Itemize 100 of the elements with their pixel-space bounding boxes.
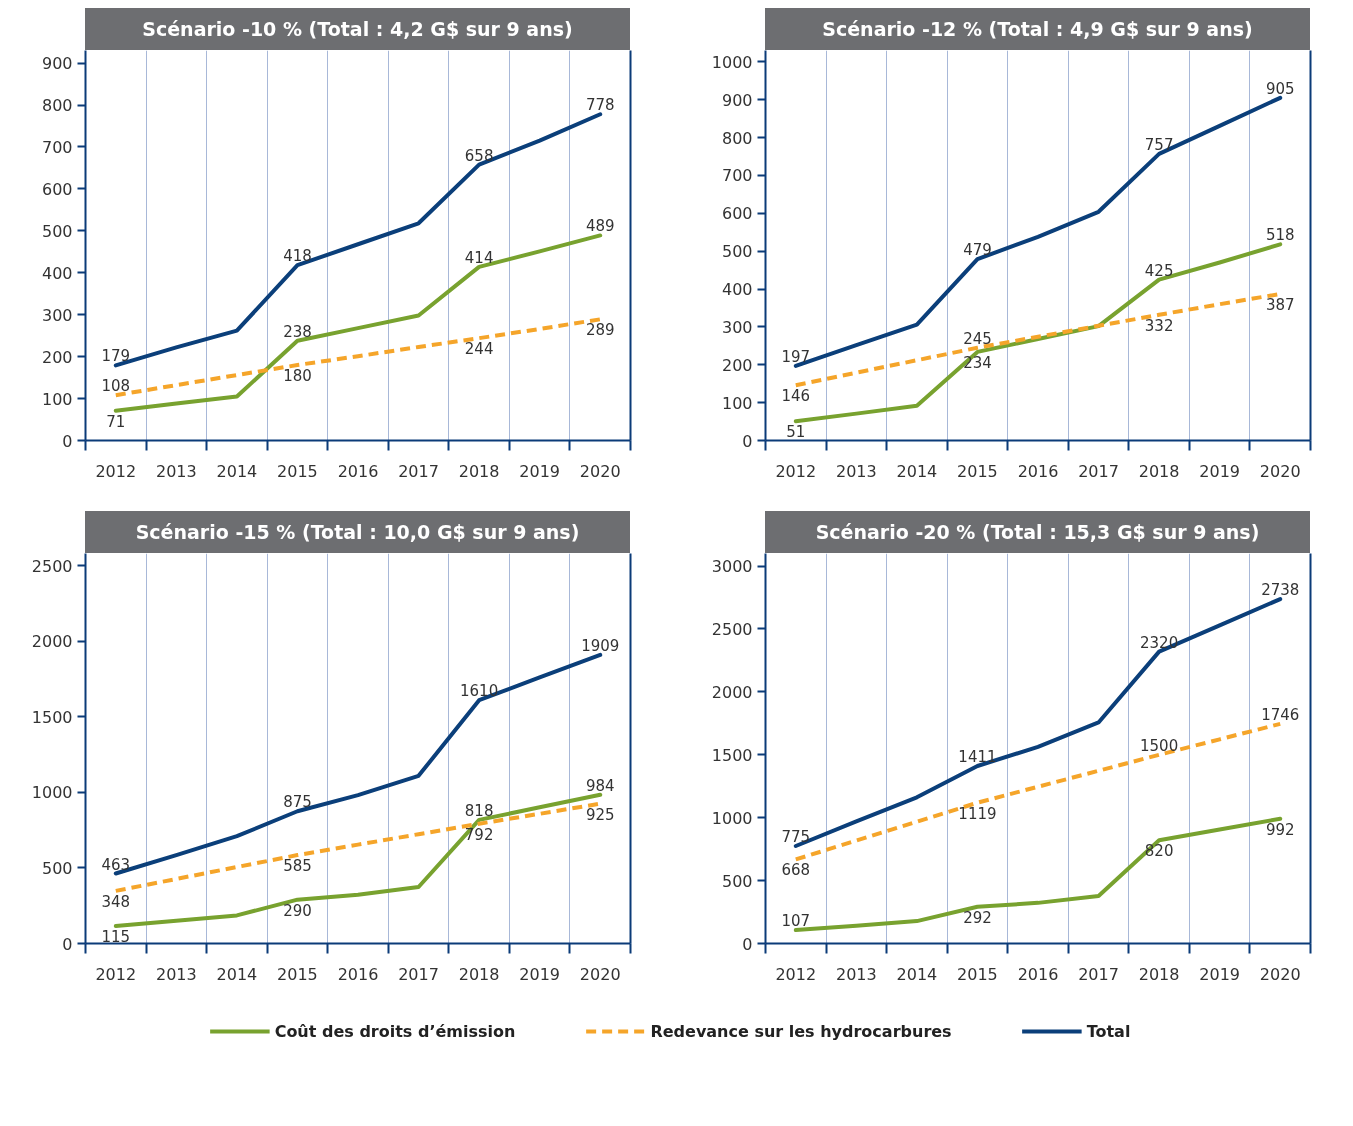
data-label: 875 xyxy=(283,793,312,812)
data-label: 992 xyxy=(1265,820,1295,839)
data-label: 179 xyxy=(101,347,131,366)
data-label: 238 xyxy=(283,322,312,341)
y-tick-label: 1500 xyxy=(31,707,73,727)
y-tick-label: 200 xyxy=(41,347,73,367)
data-label: 1411 xyxy=(958,747,997,766)
x-tick-label: 2012 xyxy=(775,964,817,984)
y-tick-label: 1000 xyxy=(711,808,753,828)
x-tick-label: 2015 xyxy=(957,461,998,481)
y-tick-label: 800 xyxy=(41,96,73,116)
x-tick-label: 2020 xyxy=(1259,964,1301,984)
y-tick-label: 1000 xyxy=(31,783,73,803)
x-tick-label: 2016 xyxy=(337,461,379,481)
chart-title: Scénario -20 % (Total : 15,3 G$ sur 9 ans) xyxy=(815,520,1260,545)
y-tick-label: 800 xyxy=(721,128,753,148)
data-label: 668 xyxy=(781,861,811,880)
data-label: 418 xyxy=(283,247,312,266)
y-tick-label: 2000 xyxy=(31,632,73,652)
data-label: 290 xyxy=(283,901,312,920)
y-tick-label: 600 xyxy=(41,179,73,199)
x-tick-label: 2012 xyxy=(775,461,817,481)
data-label: 775 xyxy=(781,828,811,846)
y-tick-label: 500 xyxy=(41,221,73,241)
x-tick-label: 2014 xyxy=(896,964,938,984)
x-tick-label: 2012 xyxy=(95,461,137,481)
data-label: 1746 xyxy=(1261,705,1300,724)
data-label: 146 xyxy=(781,387,811,406)
y-tick-label: 500 xyxy=(41,858,73,878)
y-tick-label: 0 xyxy=(742,431,753,451)
data-label: 387 xyxy=(1265,295,1295,314)
y-tick-label: 500 xyxy=(721,242,753,262)
data-label: 292 xyxy=(963,908,992,927)
y-tick-label: 900 xyxy=(721,90,753,110)
data-label: 1610 xyxy=(460,682,499,701)
data-label: 792 xyxy=(464,825,494,844)
data-label: 984 xyxy=(585,776,615,795)
data-label: 778 xyxy=(585,96,615,115)
data-label: 925 xyxy=(585,805,615,824)
data-label: 414 xyxy=(464,248,494,267)
x-tick-label: 2019 xyxy=(1199,461,1241,481)
x-tick-label: 2018 xyxy=(458,461,500,481)
x-tick-label: 2013 xyxy=(155,964,197,984)
y-tick-label: 0 xyxy=(62,431,73,451)
y-tick-label: 600 xyxy=(721,204,753,224)
data-label: 332 xyxy=(1144,316,1174,335)
data-label: 245 xyxy=(963,329,992,348)
y-tick-label: 3000 xyxy=(711,557,753,577)
x-tick-label: 2017 xyxy=(1078,461,1119,481)
data-label: 658 xyxy=(464,146,494,165)
y-tick-label: 200 xyxy=(721,355,753,375)
data-label: 463 xyxy=(101,855,131,874)
y-tick-label: 400 xyxy=(721,280,753,300)
y-tick-label: 900 xyxy=(41,54,73,74)
data-label: 51 xyxy=(786,423,806,442)
chart-title: Scénario -15 % (Total : 10,0 G$ sur 9 ans) xyxy=(135,520,580,545)
data-label: 585 xyxy=(283,857,312,876)
x-tick-label: 2019 xyxy=(519,964,561,984)
data-label: 905 xyxy=(1265,79,1295,98)
x-tick-label: 2014 xyxy=(216,964,258,984)
data-label: 108 xyxy=(101,377,131,396)
x-tick-label: 2012 xyxy=(95,964,137,984)
x-tick-label: 2020 xyxy=(579,461,621,481)
x-tick-label: 2020 xyxy=(579,964,621,984)
data-label: 115 xyxy=(101,928,131,947)
x-tick-label: 2020 xyxy=(1259,461,1301,481)
legend-label: Redevance sur les hydrocarbures xyxy=(650,1021,952,1041)
y-tick-label: 0 xyxy=(62,934,73,954)
x-tick-label: 2013 xyxy=(155,461,197,481)
y-tick-label: 500 xyxy=(721,871,753,891)
x-tick-label: 2015 xyxy=(277,461,318,481)
data-label: 180 xyxy=(283,367,312,386)
data-label: 425 xyxy=(1144,261,1174,280)
data-label: 2320 xyxy=(1140,633,1179,652)
y-tick-label: 100 xyxy=(41,389,73,409)
data-label: 479 xyxy=(963,241,992,260)
chart-title: Scénario -10 % (Total : 4,2 G$ sur 9 ans) xyxy=(142,17,573,42)
data-label: 197 xyxy=(781,347,811,366)
x-tick-label: 2017 xyxy=(1078,964,1119,984)
data-label: 2738 xyxy=(1261,581,1300,600)
x-tick-label: 2016 xyxy=(337,964,379,984)
data-label: 489 xyxy=(585,217,615,236)
data-label: 820 xyxy=(1144,842,1174,861)
y-tick-label: 400 xyxy=(41,263,73,283)
data-label: 757 xyxy=(1144,135,1174,154)
data-label: 818 xyxy=(464,801,494,820)
data-label: 71 xyxy=(106,412,126,431)
data-label: 1500 xyxy=(1140,736,1179,755)
y-tick-label: 700 xyxy=(721,166,753,186)
chart-title: Scénario -12 % (Total : 4,9 G$ sur 9 ans) xyxy=(822,17,1253,42)
x-tick-label: 2014 xyxy=(896,461,938,481)
data-label: 244 xyxy=(464,340,494,359)
y-tick-label: 300 xyxy=(721,317,753,337)
legend-label: Coût des droits d’émission xyxy=(274,1021,516,1041)
x-tick-label: 2019 xyxy=(519,461,561,481)
y-tick-label: 1000 xyxy=(711,52,753,72)
y-tick-label: 2500 xyxy=(31,556,73,576)
x-tick-label: 2019 xyxy=(1199,964,1241,984)
data-label: 234 xyxy=(963,353,992,372)
y-tick-label: 700 xyxy=(41,137,73,157)
